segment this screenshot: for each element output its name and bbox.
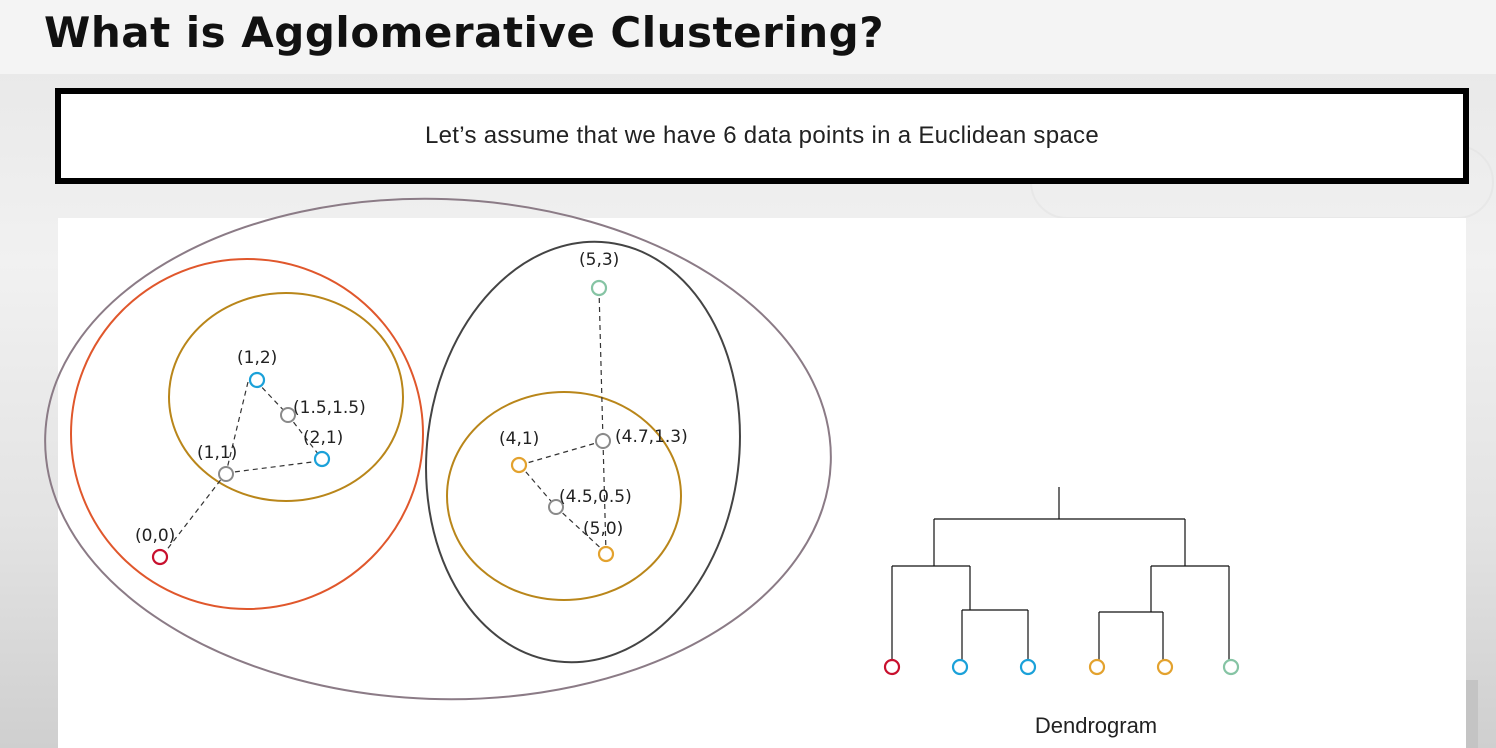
point-4-1: [510, 456, 528, 474]
label-point-2-1: (2,1): [303, 428, 343, 448]
label-point-4-1: (4,1): [499, 429, 539, 449]
edge-shadow: [1466, 680, 1478, 748]
label-centroid-1-5-1-5: (1.5,1.5): [293, 398, 366, 418]
dendro-leaf-circle-6: [1222, 658, 1240, 676]
title-bar: What is Agglomerative Clustering?: [0, 0, 1496, 74]
cluster-left-outer-ellipse: [70, 258, 424, 610]
centroid-4-7-1-3: [595, 433, 611, 449]
cluster-all-ellipse: [44, 197, 832, 701]
cluster-right-outer-ellipse: [425, 240, 741, 664]
centroid-1-1: [218, 466, 234, 482]
centroid-4-5-0-5: [548, 499, 564, 515]
dendro-leaf-circle-3: [1019, 658, 1037, 676]
dendro-leaf-circle-2: [951, 658, 969, 676]
label-centroid-1-1: (1,1): [197, 443, 237, 463]
merge-links: [161, 288, 607, 557]
point-2-1: [313, 450, 331, 468]
label-point-0-0: (0,0): [135, 526, 175, 546]
link-c15-p21: [287, 414, 323, 460]
label-centroid-4-5-0-5: (4.5,0.5): [559, 487, 632, 507]
link-p41-c45: [519, 464, 557, 508]
dendrogram-title: Dendrogram: [1035, 713, 1157, 738]
statement-box: Let’s assume that we have 6 data points …: [55, 88, 1469, 184]
link-p41-c47: [519, 440, 604, 466]
dendro-leaf-circle-5: [1156, 658, 1174, 676]
label-point-1-2: (1,2): [237, 348, 277, 368]
label-centroid-4-7-1-3: (4.7,1.3): [615, 427, 688, 447]
point-1-2: [248, 371, 266, 389]
page-title: What is Agglomerative Clustering?: [44, 8, 885, 57]
cluster-right-inner-ellipse: [446, 391, 682, 601]
centroid-1-5-1-5: [280, 407, 296, 423]
dendro-leaf-circle-1: [883, 658, 901, 676]
label-point-5-0: (5,0): [583, 519, 623, 539]
cluster-left-inner-ellipse: [168, 292, 404, 502]
point-0-0: [151, 548, 169, 566]
link-p53-c47: [598, 288, 604, 442]
label-point-5-3: (5,3): [579, 250, 619, 270]
statement-text: Let’s assume that we have 6 data points …: [425, 122, 1099, 149]
point-5-0: [597, 545, 615, 563]
link-c45-p50: [555, 506, 607, 554]
link-p12-c11: [225, 381, 249, 474]
dendrogram: [891, 487, 1230, 660]
point-5-3: [590, 279, 608, 297]
link-c47-p50: [602, 440, 607, 554]
dendro-leaf-circle-4: [1088, 658, 1106, 676]
link-c11-p21: [225, 460, 321, 474]
